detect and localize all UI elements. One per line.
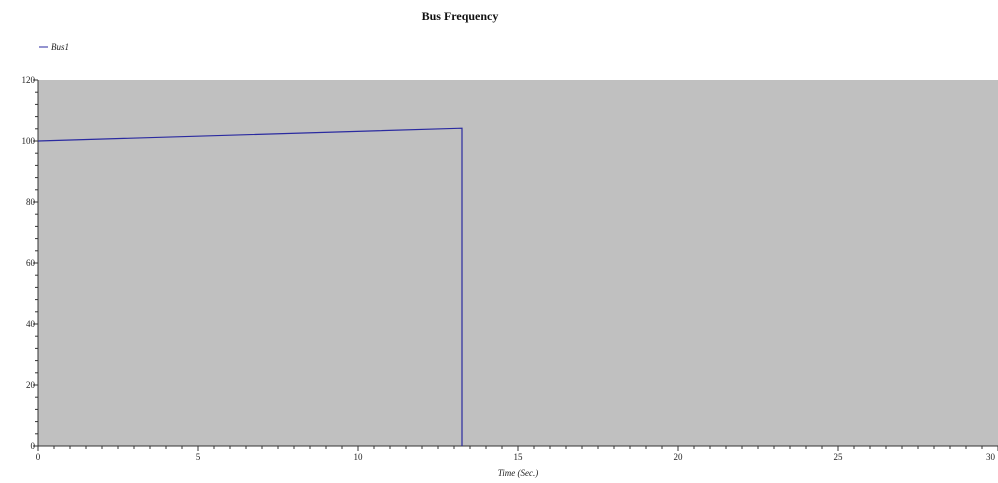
y-tick-label: 20 bbox=[26, 380, 36, 390]
y-tick-label: 0 bbox=[31, 441, 36, 451]
x-tick-label: 30 bbox=[986, 452, 996, 462]
legend: Bus1 bbox=[39, 42, 69, 52]
chart-title: Bus Frequency bbox=[422, 9, 499, 23]
x-axis-label: Time (Sec.) bbox=[498, 468, 539, 478]
y-tick-label: 120 bbox=[22, 75, 36, 85]
x-tick-label: 10 bbox=[354, 452, 364, 462]
y-ticks: 0 20 40 60 80 100 120 bbox=[22, 75, 38, 451]
series-line-bus1 bbox=[37, 127, 463, 446]
x-ticks: 0 5 10 15 20 25 30 bbox=[36, 446, 998, 462]
y-tick-label: 40 bbox=[26, 319, 36, 329]
plot-area bbox=[38, 80, 998, 446]
x-tick-label: 25 bbox=[834, 452, 844, 462]
x-tick-label: 15 bbox=[514, 452, 524, 462]
y-tick-label: 60 bbox=[26, 258, 36, 268]
x-tick-label: 20 bbox=[674, 452, 684, 462]
x-tick-label: 0 bbox=[36, 452, 41, 462]
x-tick-label: 5 bbox=[196, 452, 201, 462]
series-layer bbox=[37, 127, 463, 446]
legend-label-bus1: Bus1 bbox=[51, 42, 69, 52]
y-tick-label: 80 bbox=[26, 197, 36, 207]
y-tick-label: 100 bbox=[22, 136, 36, 146]
